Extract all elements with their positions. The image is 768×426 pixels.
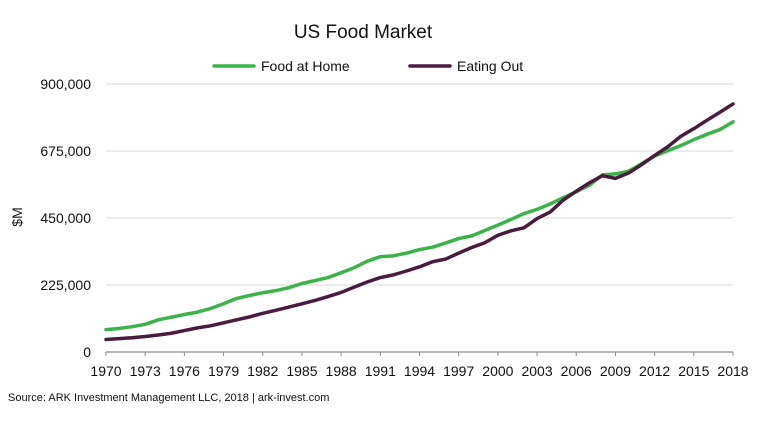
x-tick-label: 1997: [443, 363, 474, 379]
x-tick-label: 1973: [130, 363, 161, 379]
x-tick-label: 1994: [404, 363, 435, 379]
y-tick-label: 675,000: [40, 143, 91, 159]
legend-label: Eating Out: [457, 58, 523, 74]
x-tick-label: 1991: [365, 363, 396, 379]
y-axis: 0 225,000 450,000 675,000 900,000: [40, 76, 91, 360]
series-line-eating-out: [104, 102, 735, 342]
y-tick-label: 450,000: [40, 210, 91, 226]
x-tick-label: 2018: [717, 363, 748, 379]
x-tick-label: 1970: [90, 363, 121, 379]
legend: Food at Home Eating Out: [212, 58, 523, 74]
x-tick-label: 1979: [208, 363, 239, 379]
x-tick-label: 2003: [521, 363, 552, 379]
legend-label: Food at Home: [261, 58, 350, 74]
y-tick-label: 0: [83, 344, 91, 360]
x-tick-label: 1976: [169, 363, 200, 379]
x-tick-label: 2009: [600, 363, 631, 379]
y-axis-label: $M: [9, 207, 25, 226]
y-tick-label: 900,000: [40, 76, 91, 92]
x-tick-label: 2006: [561, 363, 592, 379]
x-tick-label: 1985: [286, 363, 317, 379]
y-tick-label: 225,000: [40, 277, 91, 293]
x-tick-label: 2000: [482, 363, 513, 379]
chart-title: US Food Market: [294, 22, 433, 43]
series-line-food-at-home: [104, 120, 735, 332]
x-tick-label: 2012: [639, 363, 670, 379]
legend-item-food-at-home: Food at Home: [212, 58, 350, 74]
x-tick-label: 2015: [678, 363, 709, 379]
x-tick-label: 1988: [326, 363, 357, 379]
x-axis: 1970 1973 1976 1979 1982 1985 1988 1991 1994 1997…: [90, 352, 749, 379]
legend-item-eating-out: Eating Out: [408, 58, 523, 74]
x-tick-label: 1982: [247, 363, 278, 379]
series-lines: [104, 102, 735, 342]
source-note: Source: ARK Investment Management LLC, 2…: [8, 392, 330, 404]
